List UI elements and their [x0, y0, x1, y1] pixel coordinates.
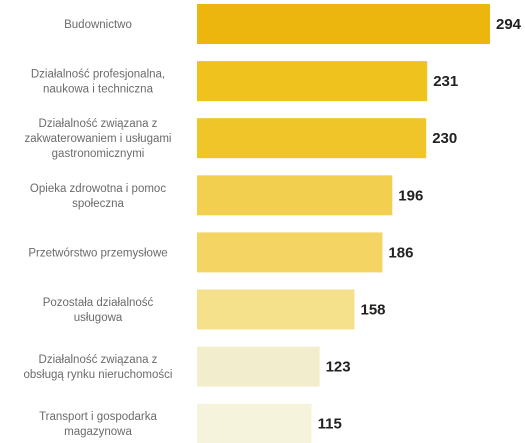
category-label-8-line-2: magazynowa: [64, 426, 132, 438]
category-label-2-line-2: naukowa i techniczna: [43, 84, 154, 96]
category-label-8-line-1: Transport i gospodarka: [39, 411, 157, 423]
value-label-7: 123: [326, 359, 351, 376]
value-label-2: 231: [433, 73, 458, 90]
value-label-4: 196: [398, 187, 423, 204]
value-label-1: 294: [496, 16, 522, 33]
category-label-1-line-1: Budownictwo: [64, 19, 132, 31]
bar-6: [197, 289, 355, 330]
bar-5: [197, 232, 383, 273]
category-label-6-line-2: usługowa: [74, 312, 123, 324]
category-label-6-line-1: Pozostała działalność: [43, 297, 154, 309]
bar-1: [197, 4, 490, 44]
category-label-7-line-1: Działalność związana z: [39, 354, 158, 366]
value-label-6: 158: [361, 302, 386, 319]
category-label-3-line-2: zakwaterowaniem i usługami: [24, 133, 171, 145]
bar-4: [197, 175, 393, 216]
category-label-3-line-3: gastronomicznymi: [52, 148, 145, 160]
category-label-7-line-2: obsługą rynku nieruchomości: [24, 369, 173, 381]
bar-8: [197, 403, 312, 443]
value-label-5: 186: [388, 244, 413, 261]
category-label-3-line-1: Działalność związana z: [39, 118, 158, 130]
bar-2: [197, 61, 428, 102]
value-label-8: 115: [318, 416, 342, 433]
category-label-2-line-1: Działalność profesjonalna,: [31, 69, 165, 81]
value-label-3: 230: [432, 130, 457, 147]
category-label-4-line-1: Opieka zdrowotna i pomoc: [30, 183, 166, 195]
category-label-5-line-1: Przetwórstwo przemysłowe: [28, 247, 167, 259]
category-label-4-line-2: społeczna: [72, 198, 124, 210]
bar-3: [197, 118, 427, 159]
bar-7: [197, 346, 320, 387]
